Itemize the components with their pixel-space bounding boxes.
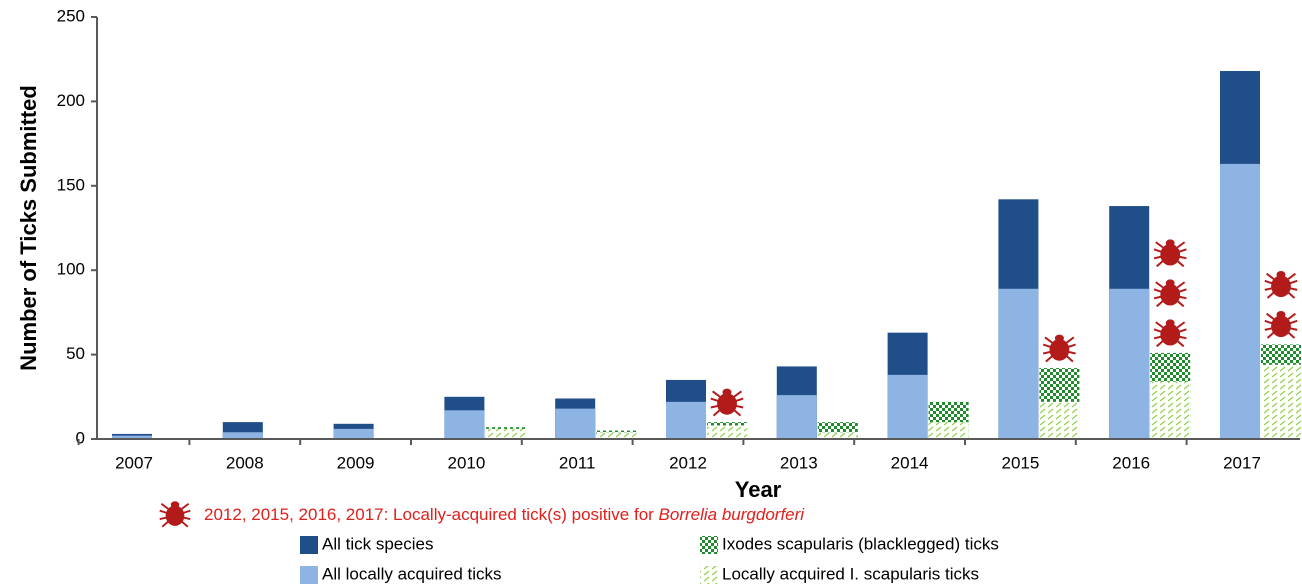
bar	[817, 432, 858, 439]
bar	[444, 410, 485, 439]
x-tick-label: 2010	[447, 453, 485, 472]
legend-label: All locally acquired ticks	[322, 564, 502, 583]
x-tick-label: 2007	[115, 453, 153, 472]
legend-label: Locally acquired I. scapularis ticks	[722, 564, 979, 583]
positive-icon-group	[709, 387, 745, 417]
x-tick-label: 2015	[1001, 453, 1039, 472]
positive-icon	[709, 387, 745, 417]
x-tick-label: 2011	[559, 453, 596, 472]
bar	[485, 428, 526, 439]
positive-icon-group	[1042, 333, 1077, 363]
positive-icon	[1152, 318, 1188, 348]
x-tick-label: 2008	[226, 453, 264, 472]
x-tick-label: 2013	[780, 453, 818, 472]
legend-swatch	[300, 536, 318, 554]
bar	[333, 428, 374, 439]
x-tick-label: 2016	[1112, 453, 1150, 472]
x-axis-title: Year	[735, 477, 782, 502]
annotation: 2012, 2015, 2016, 2017: Locally-acquired…	[204, 505, 805, 524]
positive-icon	[1263, 309, 1299, 340]
x-tick-label: 2014	[891, 453, 929, 472]
positive-icon	[1042, 333, 1077, 363]
positive-icon-group	[1152, 238, 1188, 348]
positive-icon-group	[1263, 269, 1299, 340]
annotation-italic: Borrelia burgdorferi	[659, 505, 806, 524]
y-tick-label: 150	[57, 175, 85, 194]
legend-swatch	[700, 566, 718, 584]
positive-icon	[1152, 238, 1188, 268]
bar	[1039, 401, 1080, 439]
bar	[998, 288, 1039, 439]
y-tick-label: 50	[66, 344, 85, 363]
bar	[776, 395, 817, 439]
positive-icon	[1152, 278, 1188, 308]
bar	[707, 425, 747, 439]
y-tick-label: 0	[76, 428, 85, 447]
y-tick-label: 250	[57, 6, 85, 25]
positive-icon	[1263, 269, 1299, 300]
bar	[1261, 364, 1301, 439]
bar	[1150, 381, 1191, 439]
bar	[596, 432, 637, 439]
bar	[928, 422, 969, 439]
y-axis-title: Number of Ticks Submitted	[16, 85, 41, 371]
bar	[555, 408, 596, 439]
bar	[666, 401, 706, 439]
bar	[1109, 288, 1150, 439]
x-tick-label: 2009	[337, 453, 375, 472]
legend-swatch	[700, 536, 718, 554]
x-tick-label: 2012	[669, 453, 707, 472]
annotation-text: 2012, 2015, 2016, 2017: Locally-acquired…	[204, 505, 659, 524]
bar	[887, 374, 928, 439]
legend-swatch	[300, 566, 318, 584]
bar	[222, 432, 263, 439]
annotation-icon	[158, 500, 192, 528]
x-tick-label: 2017	[1223, 453, 1261, 472]
bar	[112, 435, 152, 439]
y-tick-label: 200	[57, 91, 85, 110]
legend-label: All tick species	[322, 534, 433, 553]
legend-label: Ixodes scapularis (blacklegged) ticks	[722, 534, 999, 553]
y-tick-label: 100	[57, 260, 85, 279]
bar	[1220, 163, 1260, 439]
